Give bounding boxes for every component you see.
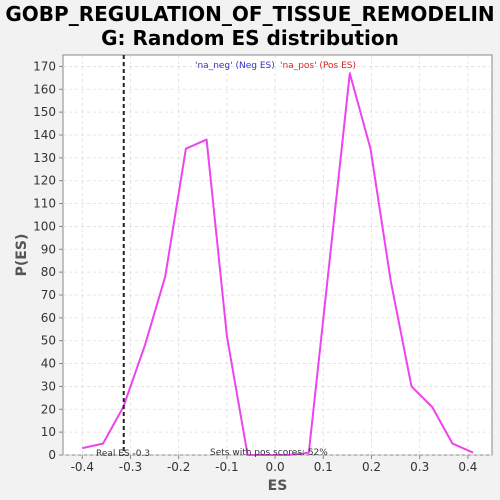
- pos-scores-annotation: Sets with pos scores: 52%: [210, 448, 328, 458]
- legend-entry-pos: 'na_pos' (Pos ES): [280, 61, 356, 71]
- grid: [63, 55, 492, 456]
- y-tick-label: 30: [41, 379, 56, 393]
- x-tick-label: -0.3: [119, 460, 142, 474]
- x-axis-label: ES: [268, 478, 288, 494]
- series-group: [82, 72, 474, 456]
- y-tick-label: 130: [33, 151, 56, 165]
- y-tick-label: 40: [41, 357, 56, 371]
- y-tick-label: 140: [33, 128, 56, 142]
- y-tick-label: 0: [48, 448, 56, 462]
- y-axis-label: P(ES): [14, 234, 30, 277]
- series-line: [82, 72, 474, 456]
- y-tick-label: 60: [41, 311, 56, 325]
- y-tick-label: 90: [41, 242, 56, 256]
- y-tick-label: 80: [41, 265, 56, 279]
- y-tick-label: 20: [41, 402, 56, 416]
- y-tick-label: 10: [41, 425, 56, 439]
- y-tick-label: 50: [41, 334, 56, 348]
- x-tick-label: 0.0: [266, 460, 285, 474]
- x-tick-label: -0.2: [167, 460, 190, 474]
- x-tick-label: -0.1: [215, 460, 238, 474]
- x-axis-ticks: -0.4 -0.3 -0.2 -0.1 0.0 0.1 0.2 0.3 0.4: [71, 455, 477, 474]
- legend-entry-neg: 'na_neg' (Neg ES): [195, 61, 275, 71]
- y-tick-label: 150: [33, 105, 56, 119]
- chart-title-line-1: GOBP_REGULATION_OF_TISSUE_REMODELIN: [5, 2, 495, 26]
- chart-title-line-2: G: Random ES distribution: [101, 26, 399, 50]
- y-tick-label: 160: [33, 82, 56, 96]
- x-tick-label: -0.4: [71, 460, 94, 474]
- y-tick-label: 100: [33, 219, 56, 233]
- y-axis-ticks: 0 10 20 30 40 50 60 70 80 90 100 110 120 130 140 150 160…: [33, 59, 63, 462]
- y-tick-label: 120: [33, 174, 56, 188]
- y-tick-label: 110: [33, 197, 56, 211]
- chart-title: GOBP_REGULATION_OF_TISSUE_REMODELIN G: R…: [0, 0, 500, 50]
- x-tick-label: 0.1: [314, 460, 333, 474]
- y-tick-label: 70: [41, 288, 56, 302]
- x-tick-label: 0.3: [410, 460, 429, 474]
- x-tick-label: 0.4: [458, 460, 477, 474]
- x-tick-label: 0.2: [362, 460, 381, 474]
- y-tick-label: 170: [33, 59, 56, 73]
- real-es-annotation: Real ES -0.3: [96, 449, 150, 459]
- plot-area: [62, 54, 493, 456]
